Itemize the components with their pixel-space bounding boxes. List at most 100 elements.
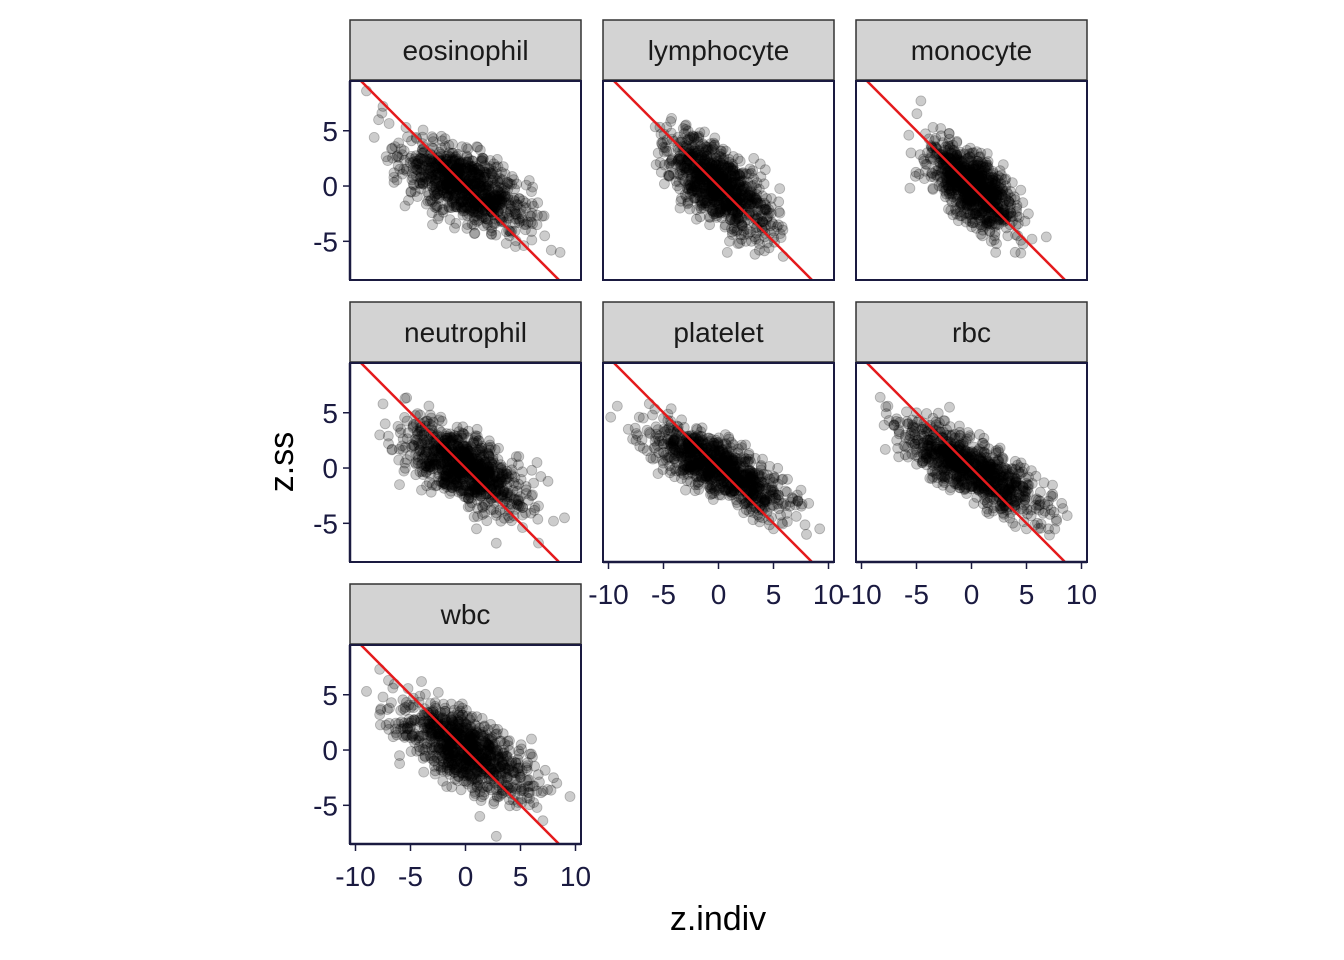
scatter-point xyxy=(986,188,997,200)
scatter-point xyxy=(704,211,716,223)
scatter-point xyxy=(980,188,992,200)
scatter-point xyxy=(706,141,718,153)
scatter-point xyxy=(706,192,718,204)
scatter-point xyxy=(406,135,417,147)
scatter-point xyxy=(945,172,956,184)
scatter-point xyxy=(441,456,453,468)
scatter-point xyxy=(465,177,476,189)
scatter-point xyxy=(456,162,467,174)
scatter-point xyxy=(974,174,986,186)
scatter-point xyxy=(696,176,708,188)
scatter-point xyxy=(991,184,1002,196)
scatter-point xyxy=(941,166,953,178)
scatter-point xyxy=(457,462,469,474)
scatter-point xyxy=(450,163,462,175)
scatter-point xyxy=(729,217,741,229)
scatter-point xyxy=(676,134,688,146)
scatter-point xyxy=(694,127,706,139)
scatter-point xyxy=(966,200,978,212)
scatter-point xyxy=(988,234,1000,246)
scatter-point xyxy=(683,164,695,176)
scatter-point xyxy=(517,502,529,513)
scatter-point xyxy=(967,192,979,204)
scatter-point xyxy=(941,154,953,166)
scatter-point xyxy=(417,124,429,136)
scatter-point xyxy=(431,445,442,457)
scatter-point xyxy=(428,184,440,196)
scatter-point xyxy=(471,476,483,488)
scatter-point xyxy=(967,175,979,187)
scatter-point xyxy=(981,217,993,229)
scatter-point xyxy=(473,469,485,480)
scatter-point xyxy=(710,203,722,215)
scatter-point xyxy=(939,162,951,174)
scatter-point xyxy=(465,441,477,452)
scatter-point xyxy=(499,182,511,194)
scatter-point xyxy=(700,197,711,209)
scatter-point xyxy=(944,143,956,155)
scatter-point xyxy=(691,173,702,185)
facet-panel-eosinophil: eosinophil-505 xyxy=(313,19,582,281)
scatter-point xyxy=(469,180,481,192)
scatter-point xyxy=(987,192,999,204)
scatter-point xyxy=(969,173,980,185)
scatter-point xyxy=(453,155,465,167)
scatter-point xyxy=(398,145,410,157)
scatter-point xyxy=(470,432,481,443)
scatter-point xyxy=(471,494,483,506)
scatter-point xyxy=(750,209,761,221)
scatter-point xyxy=(957,185,969,197)
scatter-point xyxy=(944,188,955,200)
scatter-point xyxy=(523,175,535,186)
scatter-point xyxy=(467,205,479,217)
scatter-point xyxy=(695,161,707,173)
scatter-point xyxy=(953,175,964,187)
scatter-point xyxy=(485,228,497,240)
scatter-point xyxy=(484,191,496,203)
scatter-point xyxy=(726,170,737,182)
scatter-point xyxy=(996,208,1008,220)
scatter-point xyxy=(711,182,723,194)
scatter-point xyxy=(707,143,719,155)
scatter-point xyxy=(408,179,420,191)
scatter-point xyxy=(450,201,462,213)
scatter-point xyxy=(985,181,996,193)
scatter-point xyxy=(955,198,967,210)
scatter-point xyxy=(693,149,705,161)
scatter-point xyxy=(759,164,771,176)
scatter-point xyxy=(976,165,988,177)
scatter-point xyxy=(735,229,747,241)
scatter-point xyxy=(399,200,411,212)
scatter-point xyxy=(451,480,463,492)
scatter-point xyxy=(465,477,477,489)
scatter-point xyxy=(392,420,404,432)
scatter-point xyxy=(938,151,950,162)
scatter-point xyxy=(720,186,732,197)
scatter-point xyxy=(731,225,743,237)
scatter-point xyxy=(425,171,437,183)
scatter-point xyxy=(462,196,474,208)
scatter-point xyxy=(508,493,520,505)
scatter-point xyxy=(734,188,746,200)
scatter-point xyxy=(445,173,457,185)
scatter-point xyxy=(992,186,1004,198)
scatter-point xyxy=(418,430,430,442)
scatter-point xyxy=(482,466,494,478)
scatter-point xyxy=(942,138,954,150)
scatter-point xyxy=(481,184,492,196)
scatter-point xyxy=(411,191,423,203)
scatter-point xyxy=(478,462,490,474)
scatter-point xyxy=(987,172,999,184)
scatter-point xyxy=(957,179,969,191)
scatter-point xyxy=(660,142,671,154)
scatter-point xyxy=(499,505,511,517)
scatter-point xyxy=(480,182,492,194)
scatter-point xyxy=(478,450,489,462)
scatter-point xyxy=(469,177,481,189)
scatter-point xyxy=(467,155,479,167)
scatter-point xyxy=(682,125,694,137)
scatter-point xyxy=(527,218,538,230)
scatter-point xyxy=(489,179,501,191)
scatter-point xyxy=(731,213,743,225)
scatter-point xyxy=(988,200,1000,212)
